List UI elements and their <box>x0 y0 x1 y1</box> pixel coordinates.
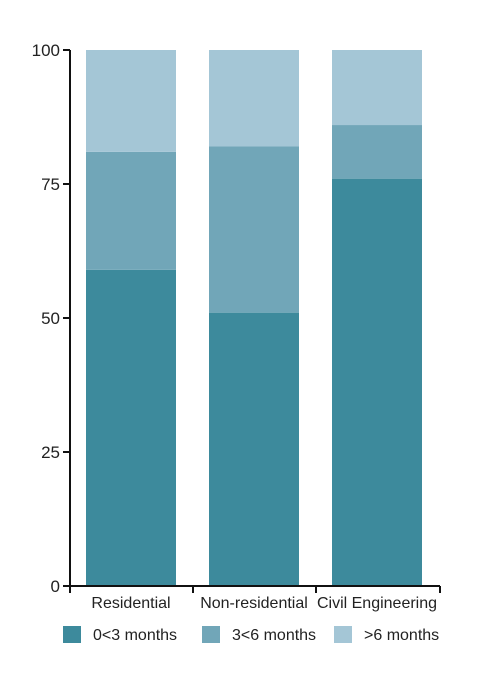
x-tick-label-residential: Residential <box>91 595 170 612</box>
bar-non-residential-series-3 <box>209 50 299 147</box>
axes-group: 0 25 50 75 100 Residential Non-residential Civi… <box>32 41 441 612</box>
legend-swatch-2 <box>202 626 220 643</box>
x-tick-label-civil-engineering: Civil Engineering <box>317 595 437 612</box>
bar-residential-series-1 <box>86 269 176 586</box>
y-tick-label: 75 <box>41 175 60 194</box>
bar-civil-engineering-series-3 <box>332 50 422 126</box>
bar-non-residential-series-2 <box>209 146 299 313</box>
bar-civil-engineering-series-1 <box>332 178 422 586</box>
legend-swatch-1 <box>63 626 81 643</box>
bar-residential-series-2 <box>86 151 176 270</box>
x-tick-label-non-residential: Non-residential <box>200 595 308 612</box>
legend-label-2: 3<6 months <box>232 627 316 644</box>
legend: 0<3 months 3<6 months >6 months <box>63 626 439 644</box>
bar-non-residential-series-1 <box>209 312 299 586</box>
y-tick-label: 50 <box>41 309 60 328</box>
bar-residential-series-3 <box>86 50 176 152</box>
bar-civil-engineering-series-2 <box>332 125 422 179</box>
legend-label-1: 0<3 months <box>93 627 177 644</box>
legend-swatch-3 <box>334 626 352 643</box>
y-tick-label: 100 <box>32 41 60 60</box>
bars-group <box>86 50 422 586</box>
y-tick-label: 0 <box>51 577 60 596</box>
legend-label-3: >6 months <box>364 627 439 644</box>
y-tick-label: 25 <box>41 443 60 462</box>
